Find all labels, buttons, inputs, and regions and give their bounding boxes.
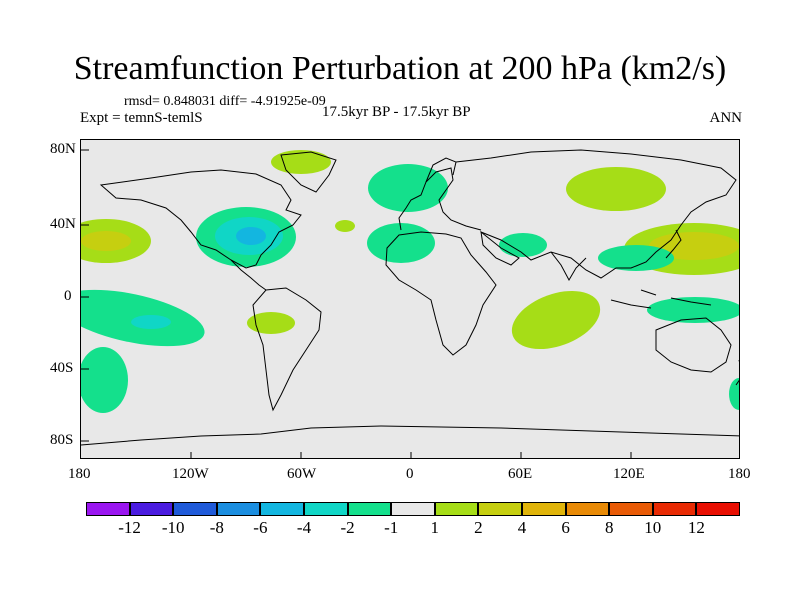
- map-svg: [81, 140, 739, 458]
- coast-antarctica: [81, 425, 739, 446]
- negative-anomalies: [81, 164, 739, 413]
- colorbar-swatch: [434, 502, 479, 516]
- colorbar-labels: -12 -10 -8 -6 -4 -2 -1 1 2 4 6 8 10 12: [0, 518, 800, 542]
- period-label: 17.5kyr BP - 17.5kyr BP: [322, 104, 471, 120]
- coast-japan: [665, 229, 682, 259]
- lat-label-40s: 40S: [50, 360, 74, 376]
- coast-indonesia: [610, 289, 712, 309]
- colorbar-swatch: [478, 502, 522, 516]
- lat-label-80n: 80N: [50, 141, 76, 157]
- colorbar: [86, 502, 740, 516]
- coast-australia: [655, 317, 732, 373]
- colorbar-label: 10: [644, 518, 662, 537]
- coast-greenland: [280, 151, 337, 193]
- coast-europe: [398, 167, 482, 231]
- colorbar-label: -1: [384, 518, 399, 537]
- colorbar-swatch: [86, 502, 130, 516]
- pos-anomaly-greenland: [271, 150, 331, 174]
- coast-south-america: [252, 287, 322, 412]
- neg-anomaly-south-pacific: [81, 347, 128, 413]
- colorbar-swatch: [216, 502, 261, 516]
- coast-india: [550, 251, 587, 282]
- neg-anomaly-arabia: [499, 233, 547, 257]
- coastlines: [81, 149, 739, 446]
- lon-label-120e: 120E: [613, 466, 645, 482]
- positive-anomalies: [81, 150, 739, 350]
- colorbar-label: 6: [561, 518, 570, 537]
- lon-label-0: 0: [406, 466, 414, 482]
- coast-north-america: [99, 169, 302, 269]
- map-plot: [80, 139, 740, 459]
- colorbar-swatch: [522, 502, 566, 516]
- colorbar-label: -6: [253, 518, 268, 537]
- coast-new-zealand: [735, 360, 739, 386]
- lon-label-180e: 180: [728, 466, 751, 482]
- coast-africa: [385, 231, 497, 356]
- pos-anomaly-south-america: [247, 312, 295, 334]
- colorbar-label: -4: [296, 518, 312, 537]
- plot-title: Streamfunction Perturbation at 200 hPa (…: [73, 50, 727, 87]
- colorbar-swatch: [129, 502, 174, 516]
- colorbar-swatch: [260, 502, 304, 516]
- colorbar-label: 12: [687, 518, 705, 537]
- colorbar-swatch: [609, 502, 653, 516]
- neg-anomaly-southern-indian: [729, 378, 739, 410]
- colorbar-swatch: [652, 502, 697, 516]
- colorbar-swatch: [304, 502, 348, 516]
- neg-anomaly-north-africa: [367, 223, 435, 263]
- colorbar-swatch: [173, 502, 217, 516]
- colorbar-label: 4: [517, 518, 527, 537]
- coast-central-america: [230, 259, 267, 291]
- lat-label-80s: 80S: [50, 432, 74, 448]
- colorbar-label: -10: [161, 518, 185, 537]
- pos-anomaly-siberia: [566, 167, 666, 211]
- lon-label-180w: 180: [68, 466, 91, 482]
- colorbar-swatch: [696, 502, 740, 516]
- colorbar-swatch: [565, 502, 610, 516]
- coast-arabia: [480, 230, 520, 266]
- lat-label-40n: 40N: [50, 216, 76, 232]
- colorbar-label: 1: [430, 518, 440, 537]
- colorbar-swatch: [391, 502, 435, 516]
- colorbar-swatch: [347, 502, 392, 516]
- neg-anomaly-north-america-core: [236, 227, 266, 245]
- lon-label-60w: 60W: [287, 466, 317, 482]
- colorbar-label: -8: [209, 518, 224, 537]
- colorbar-label: 8: [604, 518, 614, 537]
- coast-scandinavia: [425, 157, 457, 183]
- colorbar-label: -12: [118, 518, 141, 537]
- stats-line: rmsd= 0.848031 diff= -4.91925e-09: [124, 94, 326, 109]
- neg-anomaly-east-pacific: [81, 289, 205, 347]
- lat-label-0: 0: [64, 288, 72, 304]
- neg-anomaly-east-pacific-core: [131, 315, 171, 329]
- pos-anomaly-atlantic-small: [335, 220, 355, 232]
- pos-anomaly-west-pacific-north-core: [81, 231, 131, 251]
- lon-label-120w: 120W: [172, 466, 209, 482]
- lon-label-60e: 60E: [508, 466, 533, 482]
- neg-anomaly-maritime-continent: [647, 297, 739, 323]
- pos-anomaly-indian-ocean: [511, 290, 601, 350]
- season-label: ANN: [709, 110, 743, 126]
- colorbar-label: 2: [474, 518, 483, 537]
- neg-anomaly-east-asia: [598, 245, 674, 271]
- colorbar-label: -2: [340, 518, 355, 537]
- axis-ticks: [81, 149, 632, 458]
- experiment-label: Expt = temnS-temlS: [80, 110, 203, 126]
